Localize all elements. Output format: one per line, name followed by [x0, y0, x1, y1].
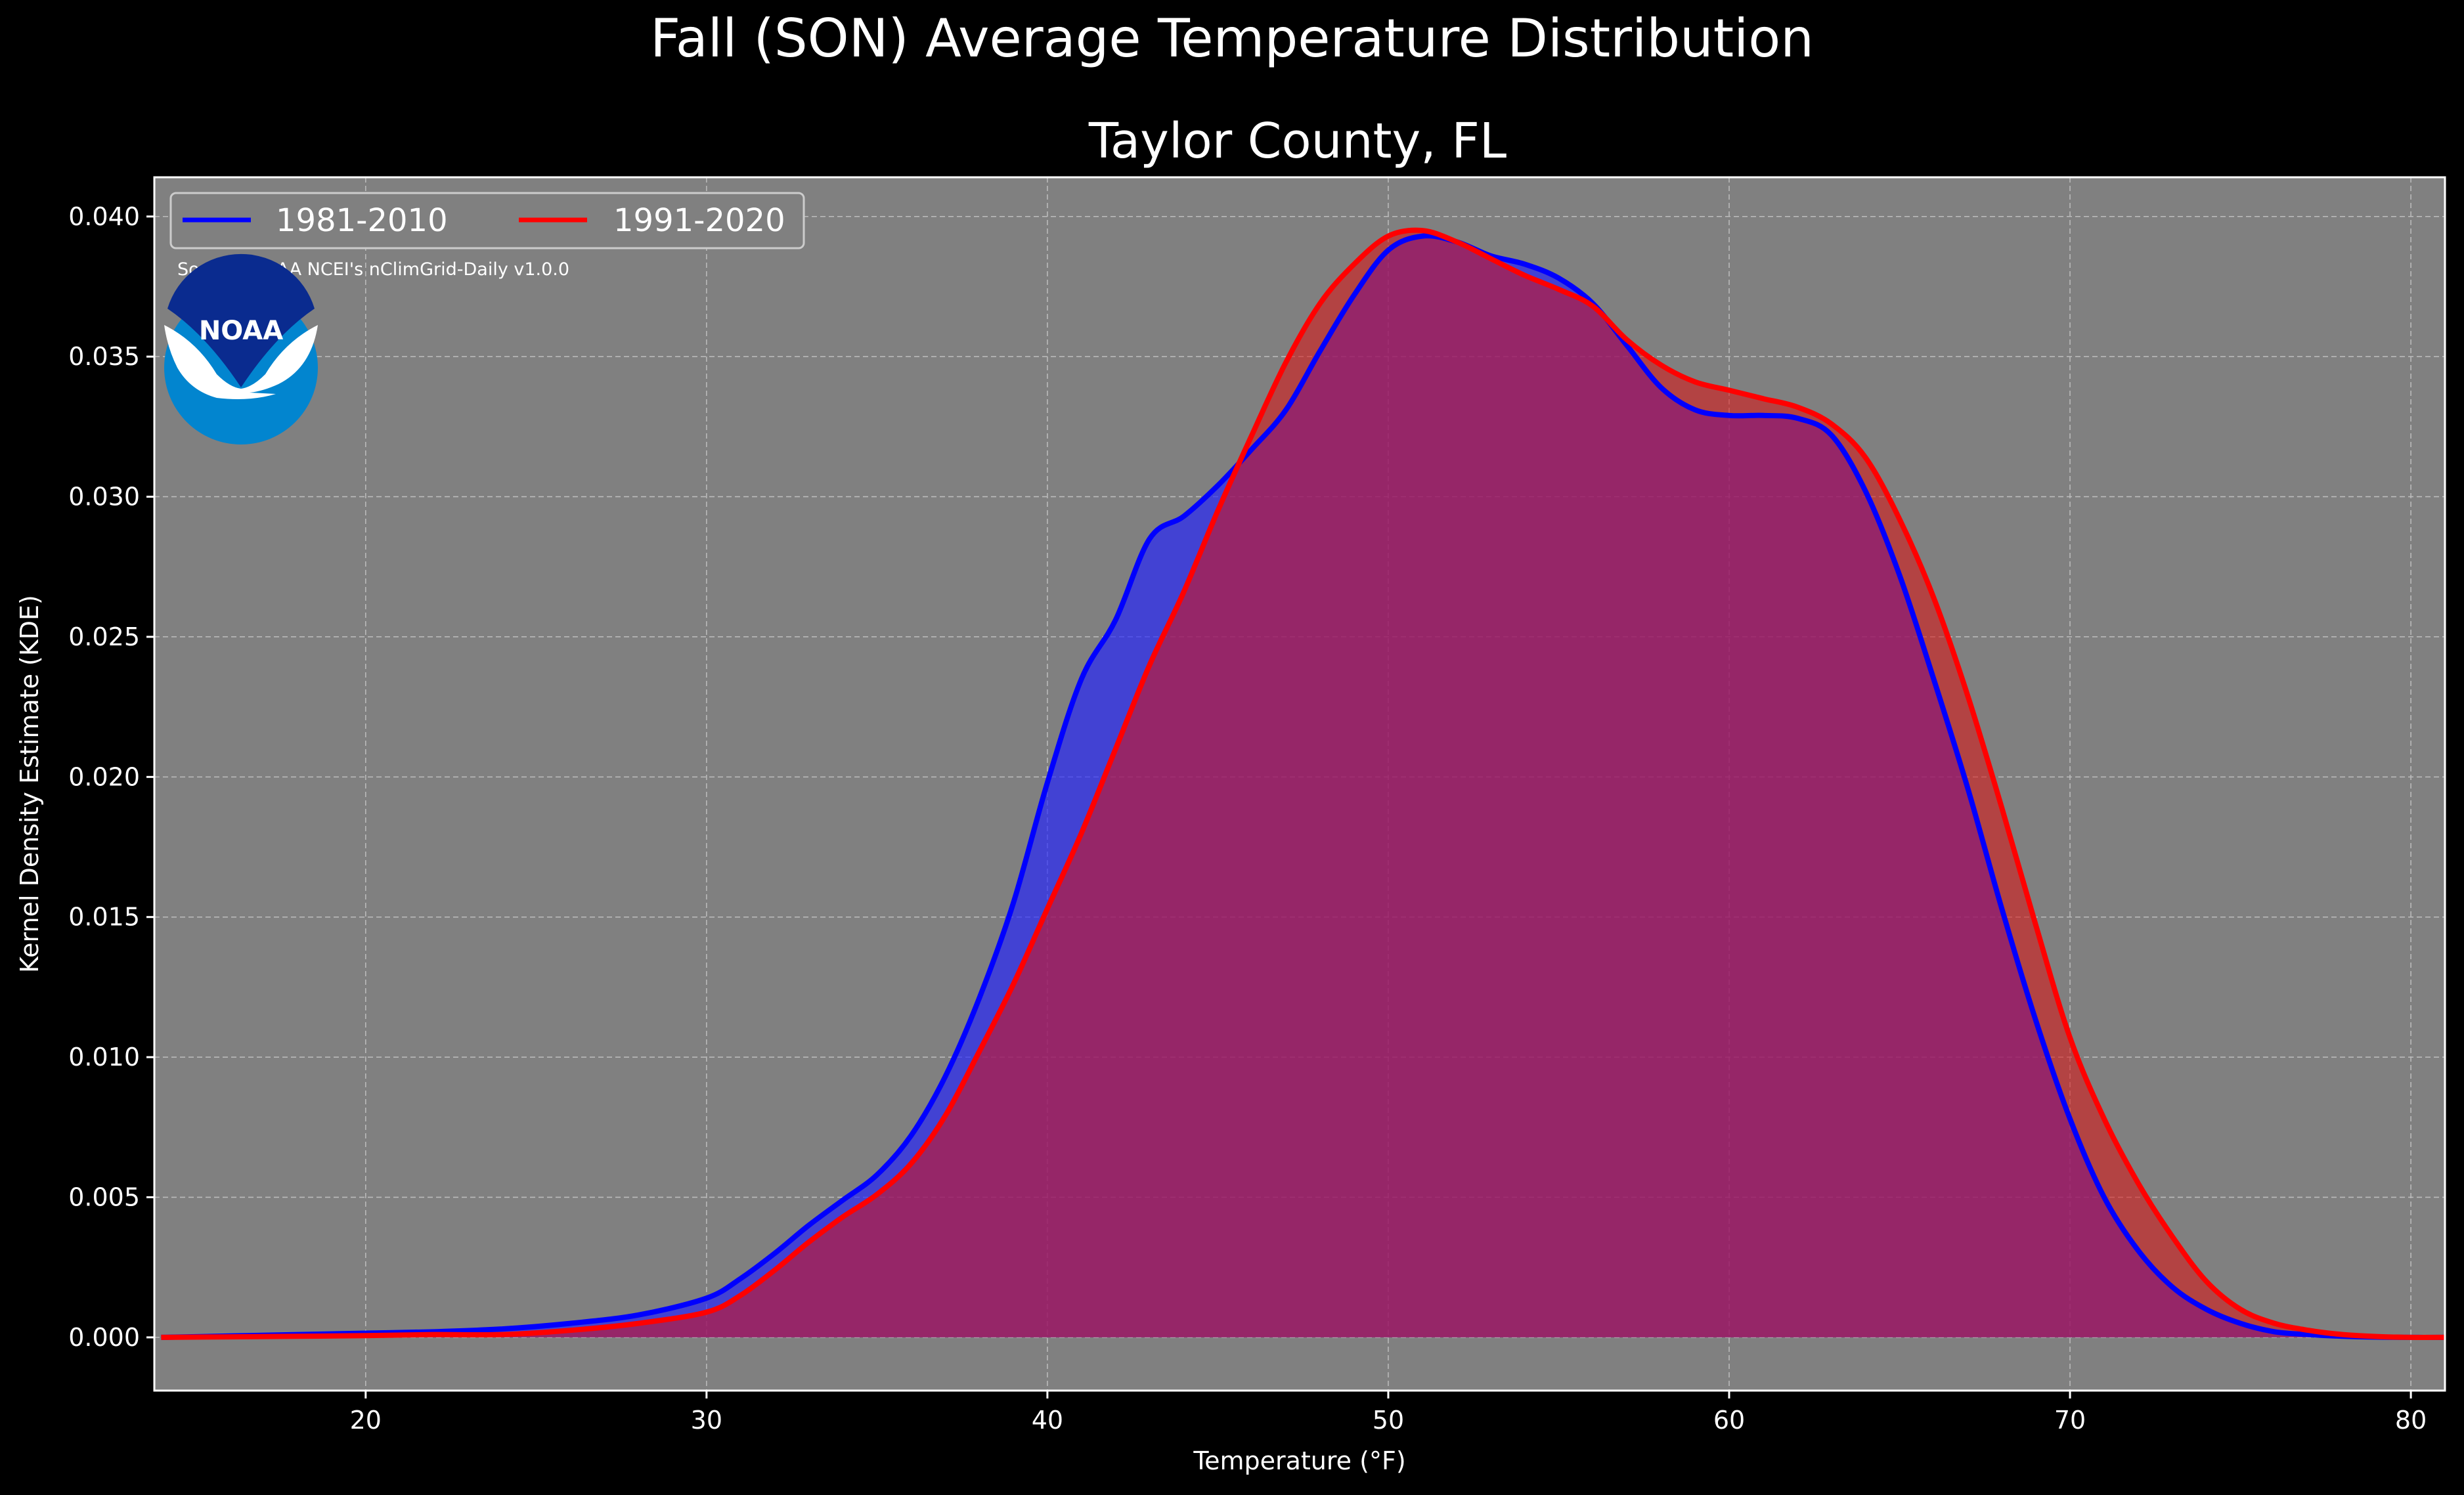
x-tick-label: 50 [1373, 1406, 1404, 1435]
y-tick-label: 0.020 [68, 762, 140, 791]
chart-title: Taylor County, FL [1088, 113, 1507, 169]
x-tick-label: 80 [2395, 1406, 2427, 1435]
series-line-1981-2010 [161, 233, 2446, 1340]
x-tick-label: 20 [350, 1406, 382, 1435]
x-axis-label: Temperature (°F) [1193, 1446, 1405, 1475]
plot-frame [153, 176, 2446, 1392]
y-tick-label: 0.005 [68, 1183, 140, 1212]
noaa-logo-text: NOAA [199, 316, 283, 346]
noaa-logo-bird [164, 325, 318, 399]
y-tick-label: 0.035 [68, 342, 140, 371]
y-tick-label: 0.000 [68, 1323, 140, 1352]
y-tick-label: 0.030 [68, 483, 140, 511]
chart-suptitle: Fall (SON) Average Temperature Distribut… [650, 8, 1814, 69]
legend-box [169, 192, 805, 249]
x-tick-label: 60 [1713, 1406, 1745, 1435]
legend: 1981-2010 1991-2020 [169, 192, 805, 249]
noaa-logo-sky [167, 253, 315, 387]
series-line-1991-2020 [161, 227, 2446, 1340]
axis-ticks: 20 30 40 50 60 70 80 0.000 0.005 0.010 0.015 0.020 0… [68, 202, 2427, 1435]
series-lines [161, 227, 2446, 1340]
legend-label-1981-2010: 1981-2010 [276, 202, 448, 239]
y-tick-label: 0.025 [68, 622, 140, 651]
x-tick-label: 40 [1032, 1406, 1063, 1435]
legend-label-1991-2020: 1991-2020 [613, 202, 785, 239]
noaa-logo: NOAA [164, 253, 318, 444]
x-tick-label: 70 [2054, 1406, 2086, 1435]
y-tick-label: 0.040 [68, 202, 140, 231]
y-tick-label: 0.010 [68, 1043, 140, 1072]
y-tick-label: 0.015 [68, 903, 140, 932]
y-axis-label: Kernel Density Estimate (KDE) [15, 595, 44, 973]
x-tick-label: 30 [691, 1406, 722, 1435]
